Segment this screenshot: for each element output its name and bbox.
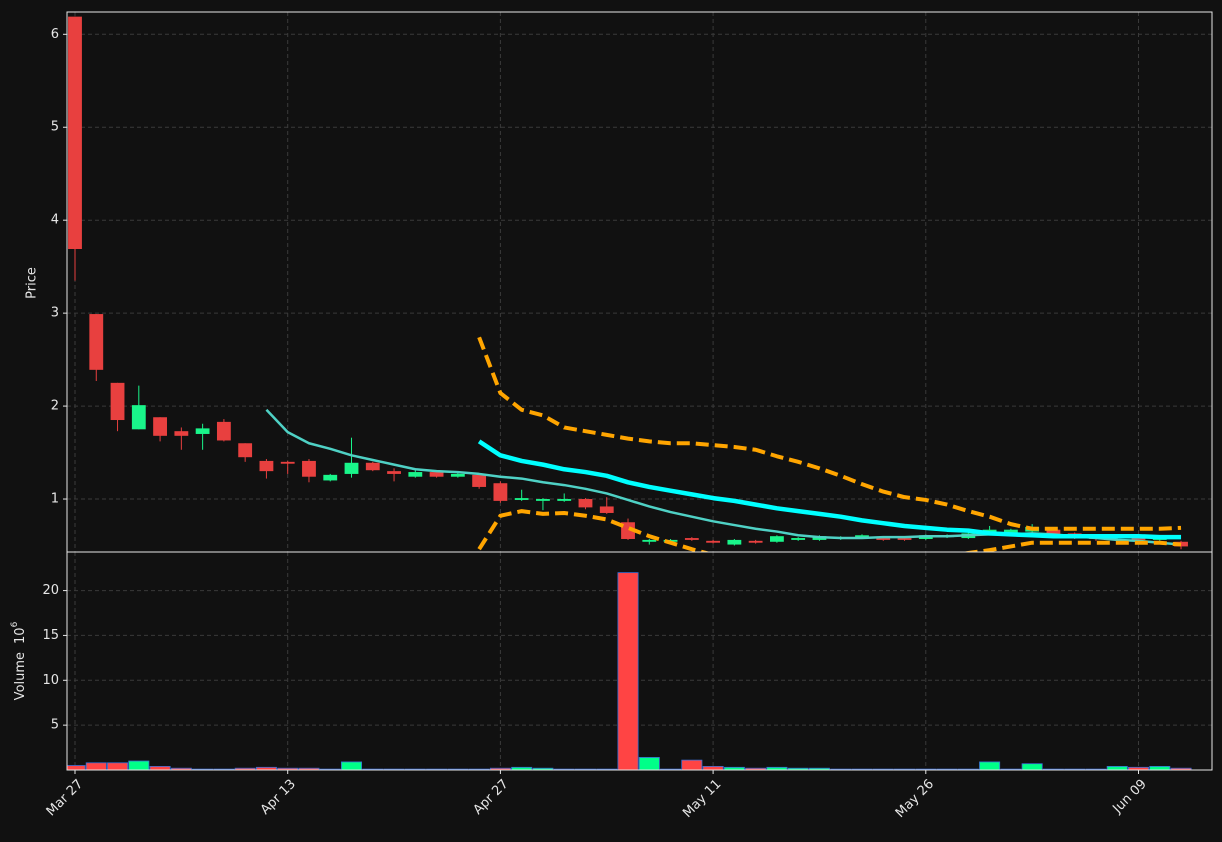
volume-bar bbox=[128, 760, 150, 770]
y-tick-label: 3 bbox=[51, 306, 59, 321]
candle-body bbox=[1131, 538, 1146, 540]
candle-body bbox=[769, 536, 784, 542]
candle-body bbox=[876, 538, 891, 540]
candle-body bbox=[131, 405, 146, 430]
candle-body bbox=[1003, 529, 1018, 533]
candle-body bbox=[1046, 529, 1061, 535]
candle-body bbox=[408, 472, 423, 477]
candle-body bbox=[365, 462, 380, 471]
offset-base: 10 bbox=[13, 627, 28, 644]
candle-body bbox=[748, 540, 763, 543]
candle-body bbox=[110, 382, 125, 421]
candle-body bbox=[259, 460, 274, 472]
candle-body bbox=[174, 431, 189, 436]
y-tick-label: 5 bbox=[51, 718, 59, 733]
candle-body bbox=[642, 539, 657, 542]
candle-body bbox=[684, 538, 699, 540]
candle-body bbox=[153, 417, 167, 436]
candle-body bbox=[536, 499, 550, 501]
candle-body bbox=[280, 461, 295, 464]
candle-body bbox=[387, 471, 401, 474]
candle-body bbox=[855, 535, 869, 539]
volume-bar bbox=[255, 766, 277, 770]
volume-bar bbox=[341, 761, 363, 770]
volume-bar bbox=[681, 759, 703, 770]
y-tick-label: 4 bbox=[51, 213, 59, 228]
y-tick-label: 5 bbox=[51, 120, 59, 135]
candle-body bbox=[450, 473, 465, 477]
y-tick-label: 2 bbox=[51, 399, 59, 414]
volume-bar bbox=[107, 762, 129, 770]
y-tick-label: 1 bbox=[51, 492, 59, 507]
volume-bar bbox=[1149, 766, 1171, 770]
candle-body bbox=[897, 538, 912, 540]
y-tick-label: 6 bbox=[51, 27, 59, 42]
volume-bar bbox=[85, 762, 107, 770]
volume-bar bbox=[723, 766, 745, 770]
indicator-line bbox=[477, 509, 1182, 552]
candle-body bbox=[599, 506, 614, 513]
y-tick-label: 20 bbox=[42, 583, 59, 598]
candle-body bbox=[493, 483, 508, 501]
price-panel bbox=[68, 16, 1188, 552]
volume-bar bbox=[702, 766, 724, 770]
candle-body bbox=[323, 474, 338, 481]
volume-bar bbox=[979, 761, 1001, 770]
candle-body bbox=[621, 522, 635, 539]
volume-bar bbox=[638, 757, 660, 770]
volume-bar bbox=[766, 766, 788, 770]
volume-bar bbox=[149, 766, 171, 770]
candle-body bbox=[238, 443, 253, 458]
candle-body bbox=[429, 472, 444, 477]
price-axis-label: Price bbox=[25, 267, 40, 299]
volume-bar bbox=[1106, 766, 1128, 770]
offset-exponent: 6 bbox=[10, 621, 20, 627]
candle-body bbox=[706, 540, 721, 543]
candle-body bbox=[89, 314, 104, 370]
volume-label: Volume bbox=[13, 652, 28, 700]
volume-bar bbox=[511, 766, 533, 770]
indicator-line bbox=[477, 336, 1182, 531]
y-tick-label: 10 bbox=[42, 673, 59, 688]
candle-body bbox=[578, 499, 593, 508]
y-tick-label: 15 bbox=[42, 628, 59, 643]
candle-body bbox=[727, 539, 742, 545]
indicator-line bbox=[477, 439, 1182, 540]
volume-bar bbox=[617, 572, 639, 770]
candle-body bbox=[472, 474, 487, 487]
volume-bar bbox=[1127, 766, 1150, 770]
candle-body bbox=[791, 538, 806, 540]
volume-bar bbox=[1021, 763, 1043, 770]
candle-body bbox=[557, 499, 572, 501]
grid bbox=[67, 12, 1212, 770]
candle-body bbox=[344, 462, 359, 474]
volume-frame bbox=[66, 551, 1213, 771]
candle-body bbox=[68, 16, 82, 250]
candle-body bbox=[514, 498, 529, 500]
candle-body bbox=[216, 421, 231, 441]
volume-axis-label: Volume 106 bbox=[10, 621, 28, 700]
candle-body bbox=[302, 460, 316, 477]
volume-bar bbox=[67, 765, 86, 770]
candle-body bbox=[195, 428, 210, 434]
